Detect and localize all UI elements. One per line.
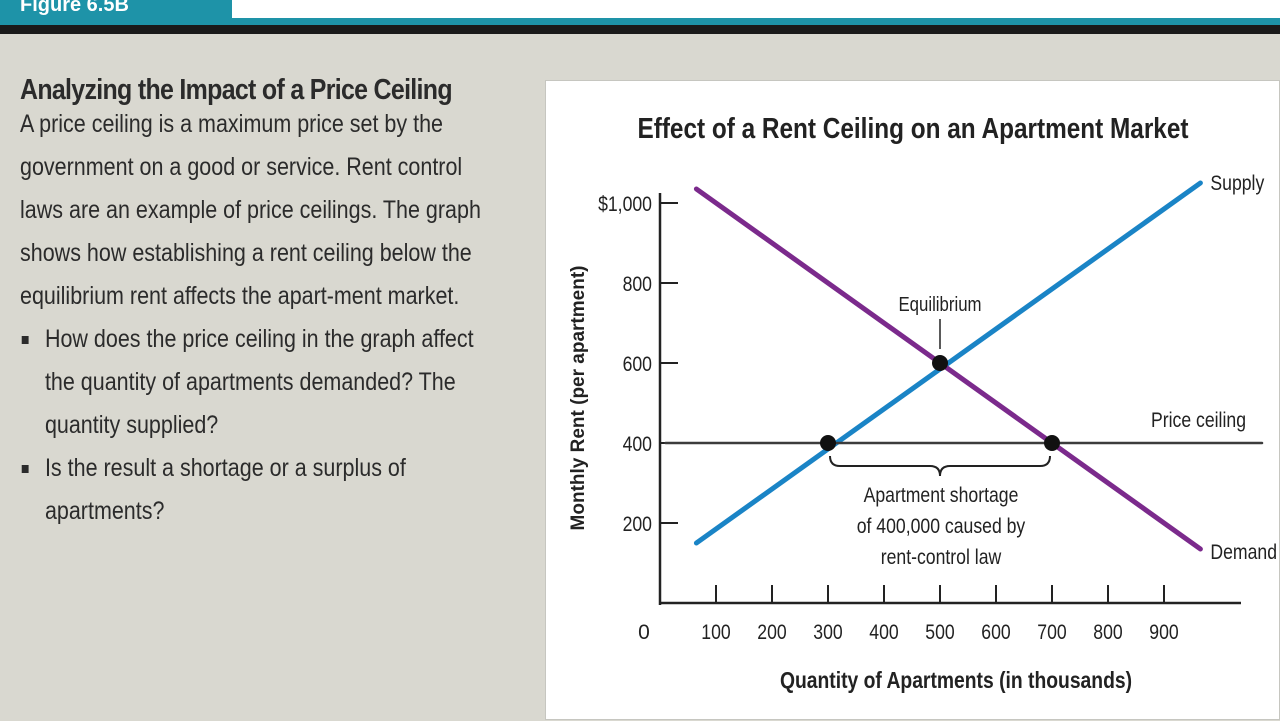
data-point-marker [820,435,836,451]
header-dark-stripe [0,25,1280,34]
question-item: Is the result a shortage or a surplus of… [20,447,502,533]
shortage-label-line: rent-control law [881,546,1002,570]
shortage-label-line: of 400,000 caused by [857,515,1026,539]
x-origin-label: 0 [638,621,650,644]
chart-title: Effect of a Rent Ceiling on an Apartment… [637,112,1188,144]
chart: Effect of a Rent Ceiling on an Apartment… [568,112,1277,694]
data-point-marker [932,355,948,371]
header-teal-stripe [0,18,1280,25]
x-tick-label: 500 [925,621,955,645]
question-item: How does the price ceiling in the graph … [20,318,502,447]
y-tick-label: 200 [623,513,653,537]
panel-body: A price ceiling is a maximum price set b… [20,110,481,310]
x-tick-label: 800 [1093,621,1123,645]
series-line-supply [693,180,1203,546]
shortage-brace [829,455,1051,477]
y-tick-label: 600 [623,353,653,377]
x-tick-label: 300 [813,621,843,645]
series-label-demand: Demand [1210,541,1277,565]
y-tick-label: $1,000 [598,193,652,217]
series-label-price-ceiling: Price ceiling [1151,409,1246,433]
x-tick-label: 600 [981,621,1011,645]
left-panel: Analyzing the Impact of a Price Ceiling … [20,74,520,533]
equilibrium-label: Equilibrium [898,293,981,316]
x-tick-label: 700 [1037,621,1067,645]
x-tick-label: 400 [869,621,899,645]
y-axis-label: Monthly Rent (per apartment) [568,266,589,531]
x-axis-label: Quantity of Apartments (in thousands) [780,669,1132,694]
x-tick-label: 200 [757,621,787,645]
shortage-label-line: Apartment shortage [864,484,1019,508]
y-tick-label: 800 [623,273,653,297]
panel-text-block: A price ceiling is a maximum price set b… [20,103,502,533]
figure-tab: Figure 6.5B [0,0,232,18]
x-tick-label: 900 [1149,621,1179,645]
question-list: How does the price ceiling in the graph … [20,318,502,533]
chart-panel: Effect of a Rent Ceiling on an Apartment… [545,80,1280,720]
y-tick-label: 400 [623,433,653,457]
panel-title: Analyzing the Impact of a Price Ceiling [20,74,453,106]
series-label-supply: Supply [1210,172,1264,196]
x-tick-label: 100 [701,621,731,645]
series-line-demand [693,186,1203,552]
data-point-marker [1044,435,1060,451]
